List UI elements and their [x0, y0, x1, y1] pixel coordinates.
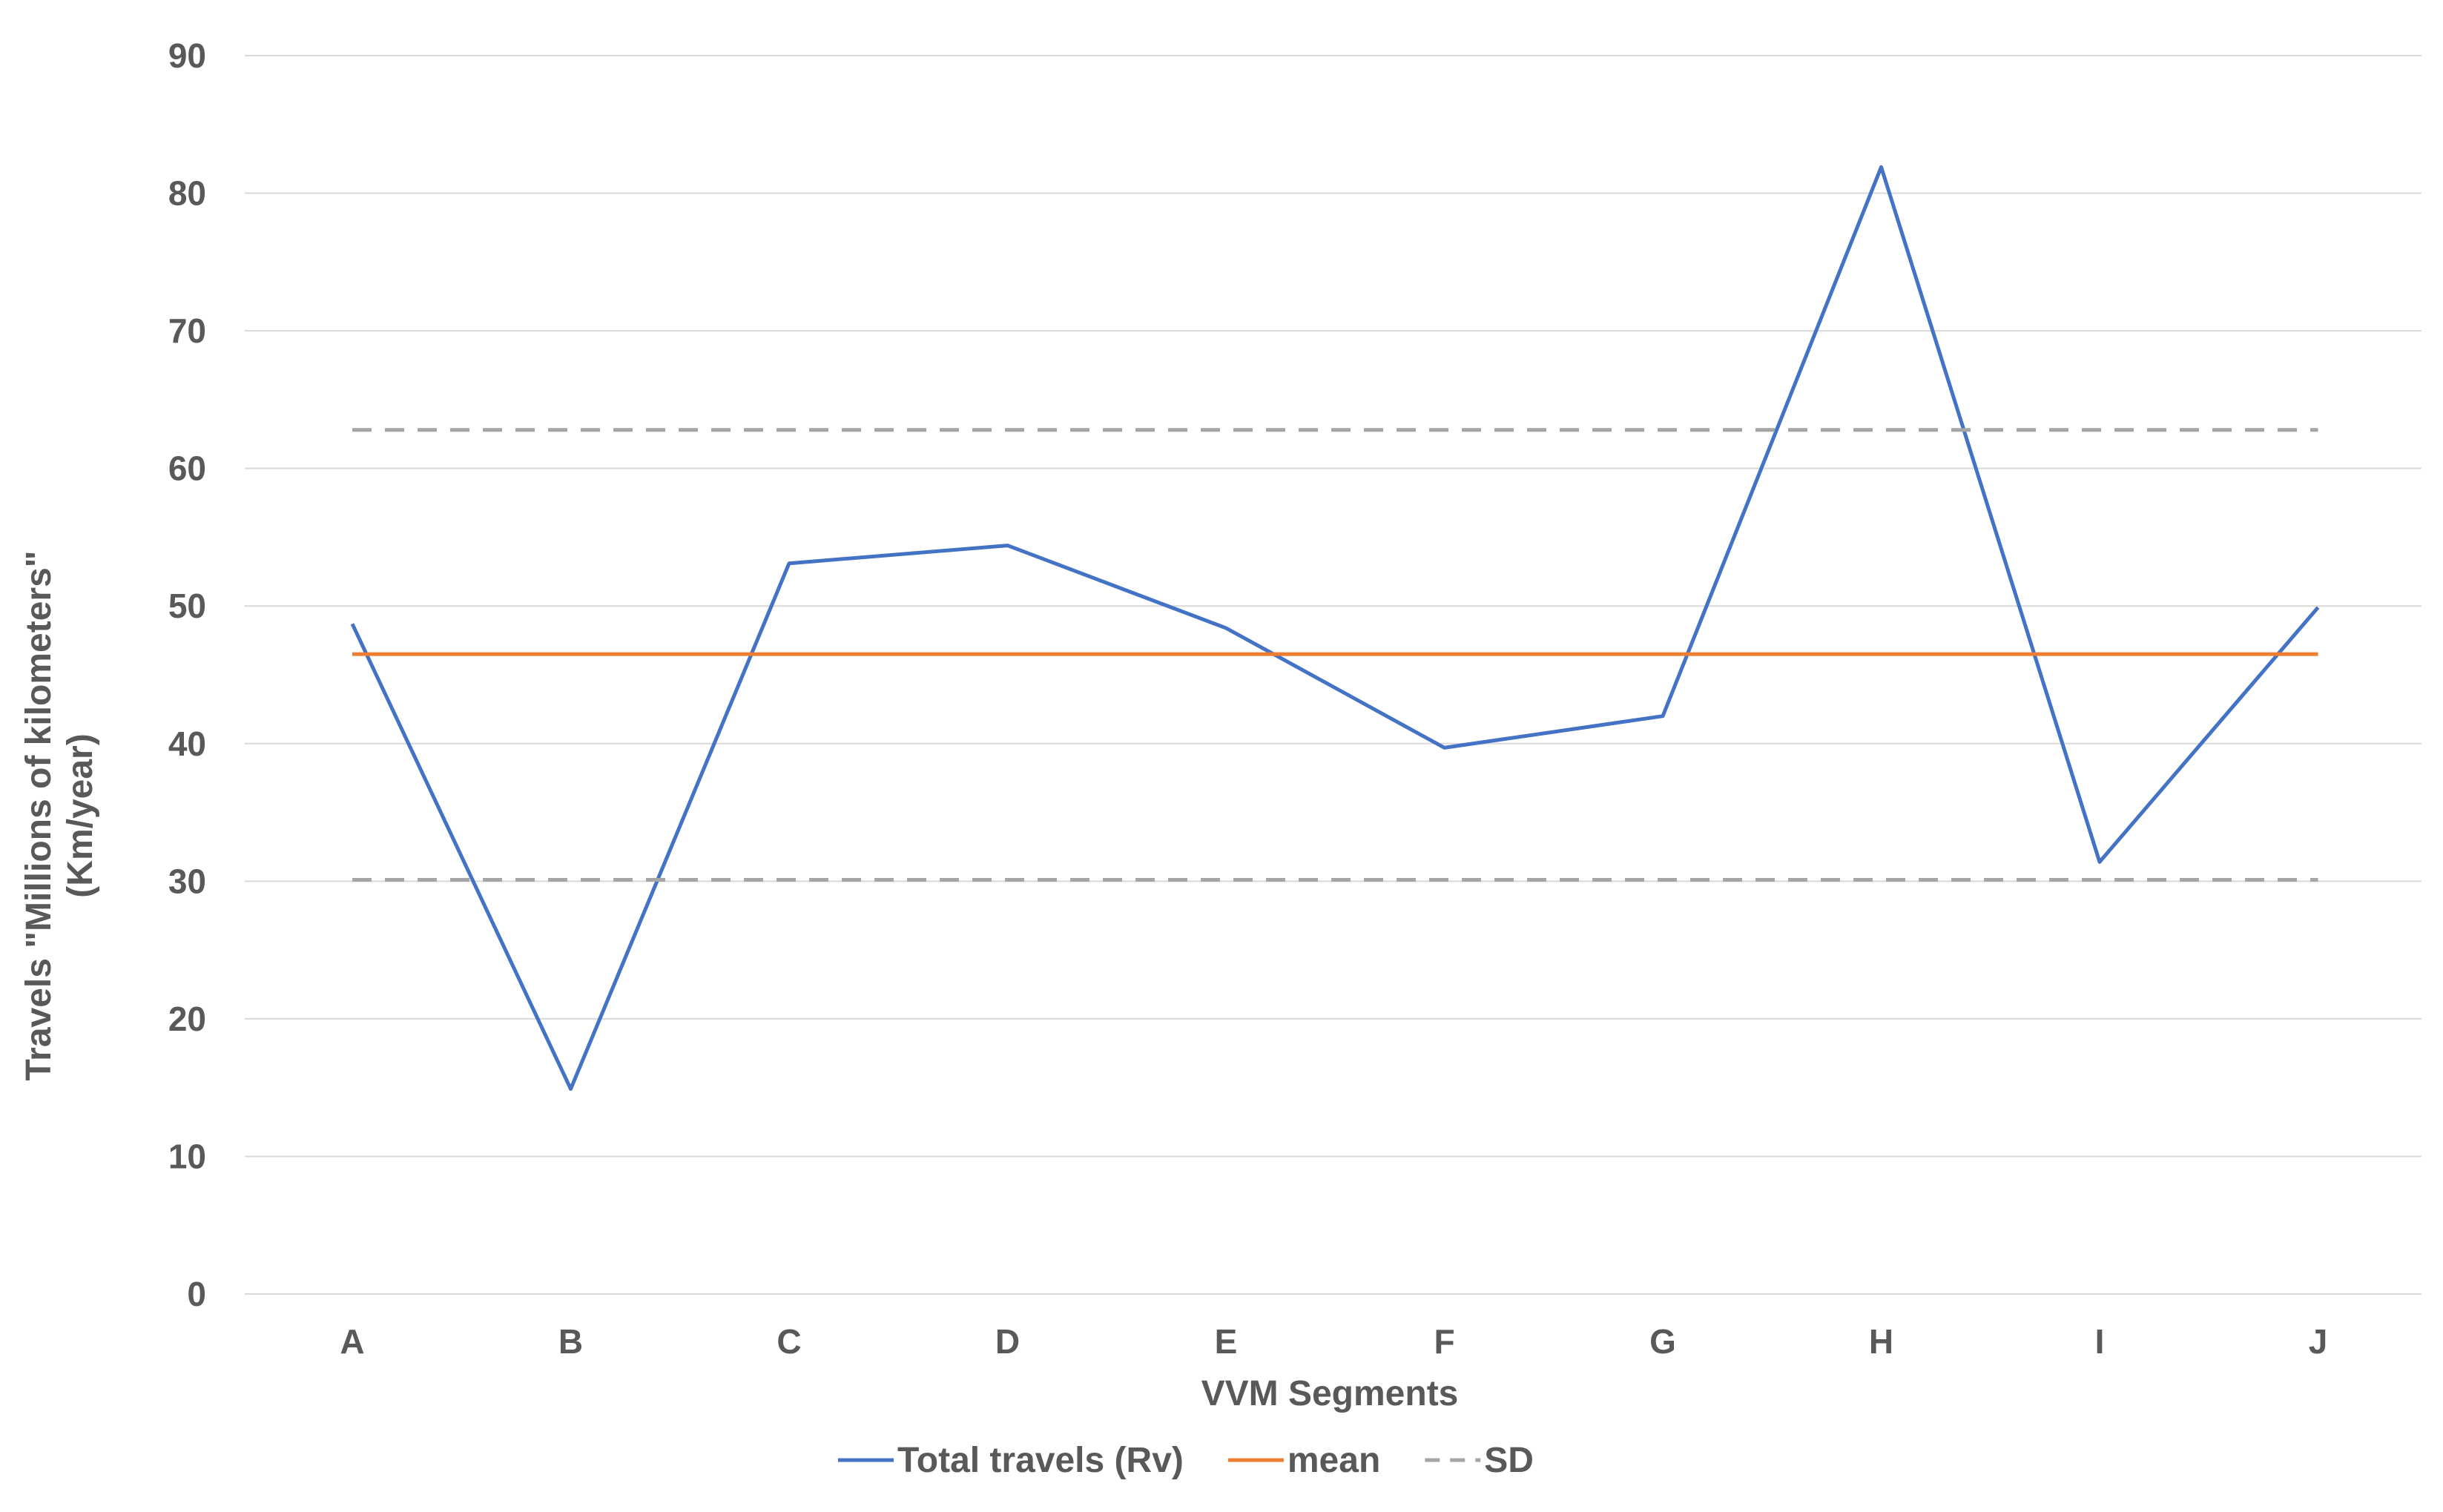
- y-axis-ticks: 0 10 20 30 40 50 60 70 80 90: [168, 36, 206, 1313]
- x-tick-label: A: [340, 1322, 364, 1361]
- y-tick-label: 20: [168, 1000, 206, 1038]
- legend-label: SD: [1484, 1441, 1534, 1480]
- y-tick-label: 10: [168, 1137, 206, 1175]
- x-tick-label: G: [1649, 1322, 1676, 1361]
- series-total-travels-line: [350, 165, 2320, 1092]
- gridlines: [245, 55, 2421, 1295]
- y-axis-title: Travels "Millions of kilometers" (Km/yea…: [19, 550, 100, 1080]
- x-tick-label: J: [2309, 1322, 2328, 1361]
- x-tick-label: F: [1434, 1322, 1454, 1361]
- x-tick-label: H: [1869, 1322, 1893, 1361]
- x-axis-ticks: A B C D E F G H I J: [340, 1322, 2327, 1361]
- y-tick-label: 60: [168, 449, 206, 488]
- y-tick-label: 30: [168, 862, 206, 900]
- y-tick-label: 50: [168, 587, 206, 625]
- y-axis-title-line-2: (Km/year): [61, 733, 100, 897]
- y-tick-label: 40: [168, 724, 206, 763]
- y-axis-title-line-1: Travels "Millions of kilometers": [19, 550, 59, 1080]
- x-tick-label: E: [1215, 1322, 1238, 1361]
- y-tick-label: 70: [168, 311, 206, 350]
- x-tick-label: D: [995, 1322, 1020, 1361]
- x-tick-label: C: [777, 1322, 801, 1361]
- x-tick-label: I: [2095, 1322, 2105, 1361]
- y-tick-label: 90: [168, 36, 206, 75]
- y-tick-label: 0: [187, 1275, 206, 1313]
- legend-label: mean: [1288, 1441, 1380, 1480]
- y-tick-label: 80: [168, 174, 206, 213]
- series-layer: [350, 165, 2320, 1092]
- legend: Total travels (Rv) mean SD: [838, 1441, 1534, 1480]
- legend-label: Total travels (Rv): [897, 1441, 1184, 1480]
- x-tick-label: B: [558, 1322, 583, 1361]
- x-axis-title: VVM Segments: [1201, 1374, 1459, 1413]
